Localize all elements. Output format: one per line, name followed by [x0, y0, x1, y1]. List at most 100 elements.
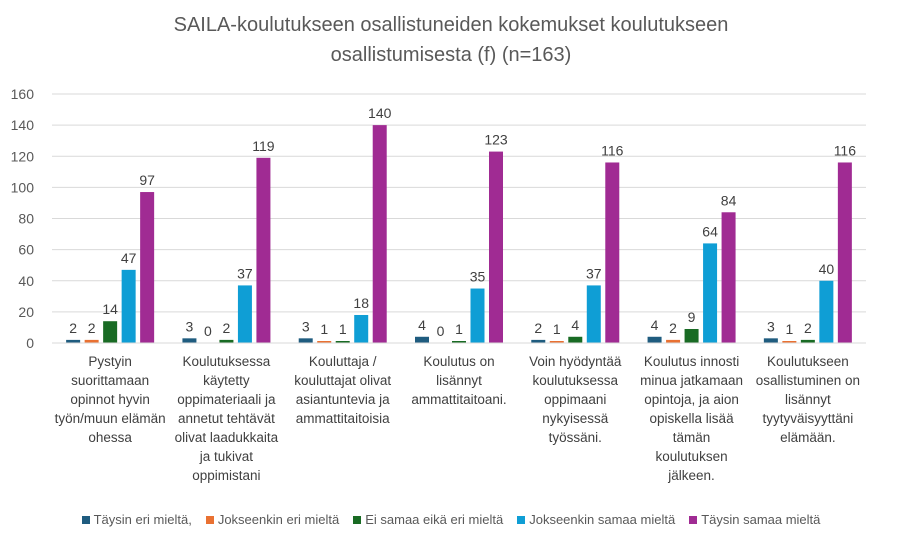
bar: [721, 212, 736, 343]
data-label: 64: [702, 223, 718, 239]
legend-label: Ei samaa eikä eri mieltä: [365, 512, 504, 527]
data-label: 0: [437, 323, 445, 339]
legend-item: Täysin samaa mieltä: [689, 512, 820, 527]
x-category-label: Koulutuksessa käytetty oppimateriaali ja…: [174, 354, 279, 483]
legend-label: Täysin eri mieltä,: [93, 512, 192, 527]
legend-item: Jokseenkin samaa mieltä: [517, 512, 675, 527]
data-label: 1: [553, 321, 561, 337]
data-label: 97: [139, 172, 155, 188]
bar: [837, 162, 852, 343]
legend-item: Täysin eri mieltä,: [81, 512, 192, 527]
bar: [354, 314, 369, 343]
bar: [819, 280, 834, 343]
bar: [605, 162, 620, 343]
data-label: 4: [651, 317, 659, 333]
bar: [568, 336, 583, 343]
legend-swatch: [81, 515, 90, 524]
data-label: 2: [223, 320, 231, 336]
bar: [586, 285, 601, 343]
bar: [317, 341, 332, 343]
x-category-label: Koulutukseen osallistuminen on lisännyt …: [755, 354, 860, 445]
x-category-label: Kouluttaja / kouluttajat olivat asiantun…: [294, 354, 392, 426]
bar: [452, 341, 466, 343]
data-label: 140: [368, 105, 392, 121]
data-label: 35: [470, 269, 486, 285]
y-tick-label: 60: [18, 242, 34, 258]
y-tick-label: 120: [11, 148, 35, 164]
bar: [121, 269, 136, 343]
bar: [800, 339, 815, 343]
x-category-label: Voin hyödyntää koulutuksessa oppimaani n…: [529, 354, 622, 445]
chart-title: SAILA-koulutukseen osallistuneiden kokem…: [173, 14, 729, 66]
bar: [666, 339, 681, 343]
x-category-label: Koulutus on lisännyt ammattitaitoani.: [411, 354, 507, 407]
bar: [298, 338, 313, 343]
bar: [66, 339, 81, 343]
bar: [140, 192, 155, 343]
data-label: 3: [302, 318, 310, 334]
data-label: 3: [767, 318, 775, 334]
bar: [182, 338, 197, 343]
y-tick-label: 20: [18, 304, 34, 320]
data-label: 9: [688, 309, 696, 325]
legend-swatch: [689, 515, 698, 524]
data-label: 4: [418, 317, 426, 333]
legend-label: Jokseenkin samaa mieltä: [529, 512, 676, 527]
y-tick-label: 160: [11, 86, 35, 102]
bar: [256, 157, 271, 343]
bar: [763, 338, 778, 343]
data-label: 4: [571, 317, 579, 333]
data-label: 2: [669, 320, 677, 336]
data-label: 116: [834, 142, 857, 158]
data-label: 14: [102, 301, 118, 317]
bar: [470, 288, 485, 343]
data-label: 2: [804, 320, 812, 336]
data-label: 37: [586, 265, 602, 281]
data-label: 1: [455, 321, 463, 337]
data-label: 2: [534, 320, 542, 336]
bar: [237, 285, 252, 343]
y-tick-label: 40: [18, 273, 34, 289]
y-tick-label: 100: [11, 179, 35, 195]
legend-item: Ei samaa eikä eri mieltä: [353, 512, 503, 527]
data-label: 18: [353, 295, 369, 311]
data-label: 1: [785, 321, 793, 337]
data-label: 1: [339, 321, 347, 337]
bar: [549, 341, 564, 343]
bar: [703, 243, 718, 343]
bar: [782, 341, 797, 343]
bar: [84, 339, 99, 343]
data-label: 1: [320, 321, 328, 337]
x-category-label: Koulutus innosti minua jatkamaan opintoj…: [640, 354, 743, 483]
bar: [531, 339, 546, 343]
y-tick-label: 140: [11, 117, 35, 133]
data-label: 37: [237, 265, 253, 281]
data-label: 123: [484, 132, 508, 148]
bar: [103, 321, 118, 343]
bar: [647, 336, 662, 343]
data-label: 47: [121, 250, 137, 266]
bar: [489, 151, 503, 343]
legend-item: Jokseenkin eri mieltä: [205, 512, 340, 527]
y-tick-label: 0: [26, 335, 34, 351]
data-label: 2: [69, 320, 77, 336]
bar: [684, 328, 699, 343]
data-label: 119: [252, 138, 275, 154]
bar: [335, 341, 350, 343]
legend-swatch: [517, 515, 526, 524]
bar: [372, 125, 387, 343]
y-tick-label: 80: [18, 211, 34, 227]
legend-label: Täysin samaa mieltä: [701, 512, 821, 527]
x-category-label: Pystyin suorittamaan opinnot hyvin työn/…: [54, 354, 166, 445]
bar: [415, 336, 429, 343]
legend: Täysin eri mieltä, Jokseenkin eri mieltä E…: [0, 512, 902, 527]
legend-label: Jokseenkin eri mieltä: [217, 512, 340, 527]
data-label: 84: [721, 192, 737, 208]
data-label: 0: [204, 323, 212, 339]
data-label: 2: [88, 320, 96, 336]
data-label: 116: [601, 142, 624, 158]
legend-swatch: [353, 515, 362, 524]
bar: [219, 339, 234, 343]
